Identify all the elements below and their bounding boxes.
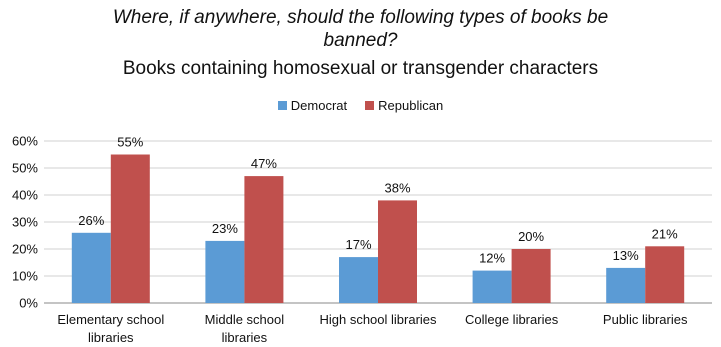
y-tick-label: 0% bbox=[19, 296, 38, 311]
y-tick-label: 50% bbox=[12, 161, 38, 176]
legend-item-democrat: Democrat bbox=[277, 98, 348, 113]
legend-swatch-republican bbox=[365, 101, 375, 110]
bar-republican bbox=[645, 246, 685, 303]
data-label: 21% bbox=[652, 226, 678, 241]
data-label: 12% bbox=[479, 251, 505, 266]
y-tick-label: 10% bbox=[12, 269, 38, 284]
data-label: 55% bbox=[117, 135, 143, 150]
x-tick-label: Elementary school bbox=[57, 312, 164, 327]
y-tick-label: 40% bbox=[12, 188, 38, 203]
data-label: 20% bbox=[518, 229, 544, 244]
bar-republican bbox=[511, 249, 551, 303]
y-tick-label: 30% bbox=[12, 215, 38, 230]
data-label: 13% bbox=[613, 248, 639, 263]
chart-title-line-1: Where, if anywhere, should the following… bbox=[112, 7, 609, 28]
chart-title: Where, if anywhere, should the following… bbox=[0, 6, 721, 52]
y-tick-label: 20% bbox=[12, 242, 38, 257]
data-label: 47% bbox=[251, 156, 277, 171]
x-tick-label: Middle school bbox=[205, 312, 285, 327]
data-label: 17% bbox=[345, 237, 371, 252]
legend-swatch-democrat bbox=[277, 101, 287, 110]
bar-democrat bbox=[606, 267, 646, 303]
legend-label-democrat: Democrat bbox=[290, 98, 348, 113]
chart-subtitle: Books containing homosexual or transgend… bbox=[122, 58, 599, 79]
bar-republican bbox=[244, 176, 284, 303]
bar-democrat bbox=[71, 232, 111, 303]
bar-democrat bbox=[472, 270, 512, 303]
data-label: 38% bbox=[384, 180, 410, 195]
x-tick-label: libraries bbox=[222, 330, 268, 345]
legend-label-republican: Republican bbox=[378, 98, 444, 113]
bar-republican bbox=[378, 200, 417, 303]
chart-title-line-2: banned? bbox=[323, 30, 398, 51]
data-label: 26% bbox=[78, 213, 104, 228]
x-tick-label: High school libraries bbox=[319, 312, 437, 327]
bar-democrat bbox=[339, 257, 378, 303]
legend: Democrat Republican bbox=[0, 98, 721, 113]
x-tick-label: College libraries bbox=[465, 312, 559, 327]
x-tick-label: Public libraries bbox=[603, 312, 688, 327]
y-tick-label: 60% bbox=[12, 134, 38, 149]
data-label: 23% bbox=[212, 221, 238, 236]
bar-republican bbox=[110, 154, 150, 303]
x-tick-label: libraries bbox=[88, 330, 134, 345]
bar-democrat bbox=[205, 240, 245, 303]
legend-item-republican: Republican bbox=[365, 98, 443, 113]
